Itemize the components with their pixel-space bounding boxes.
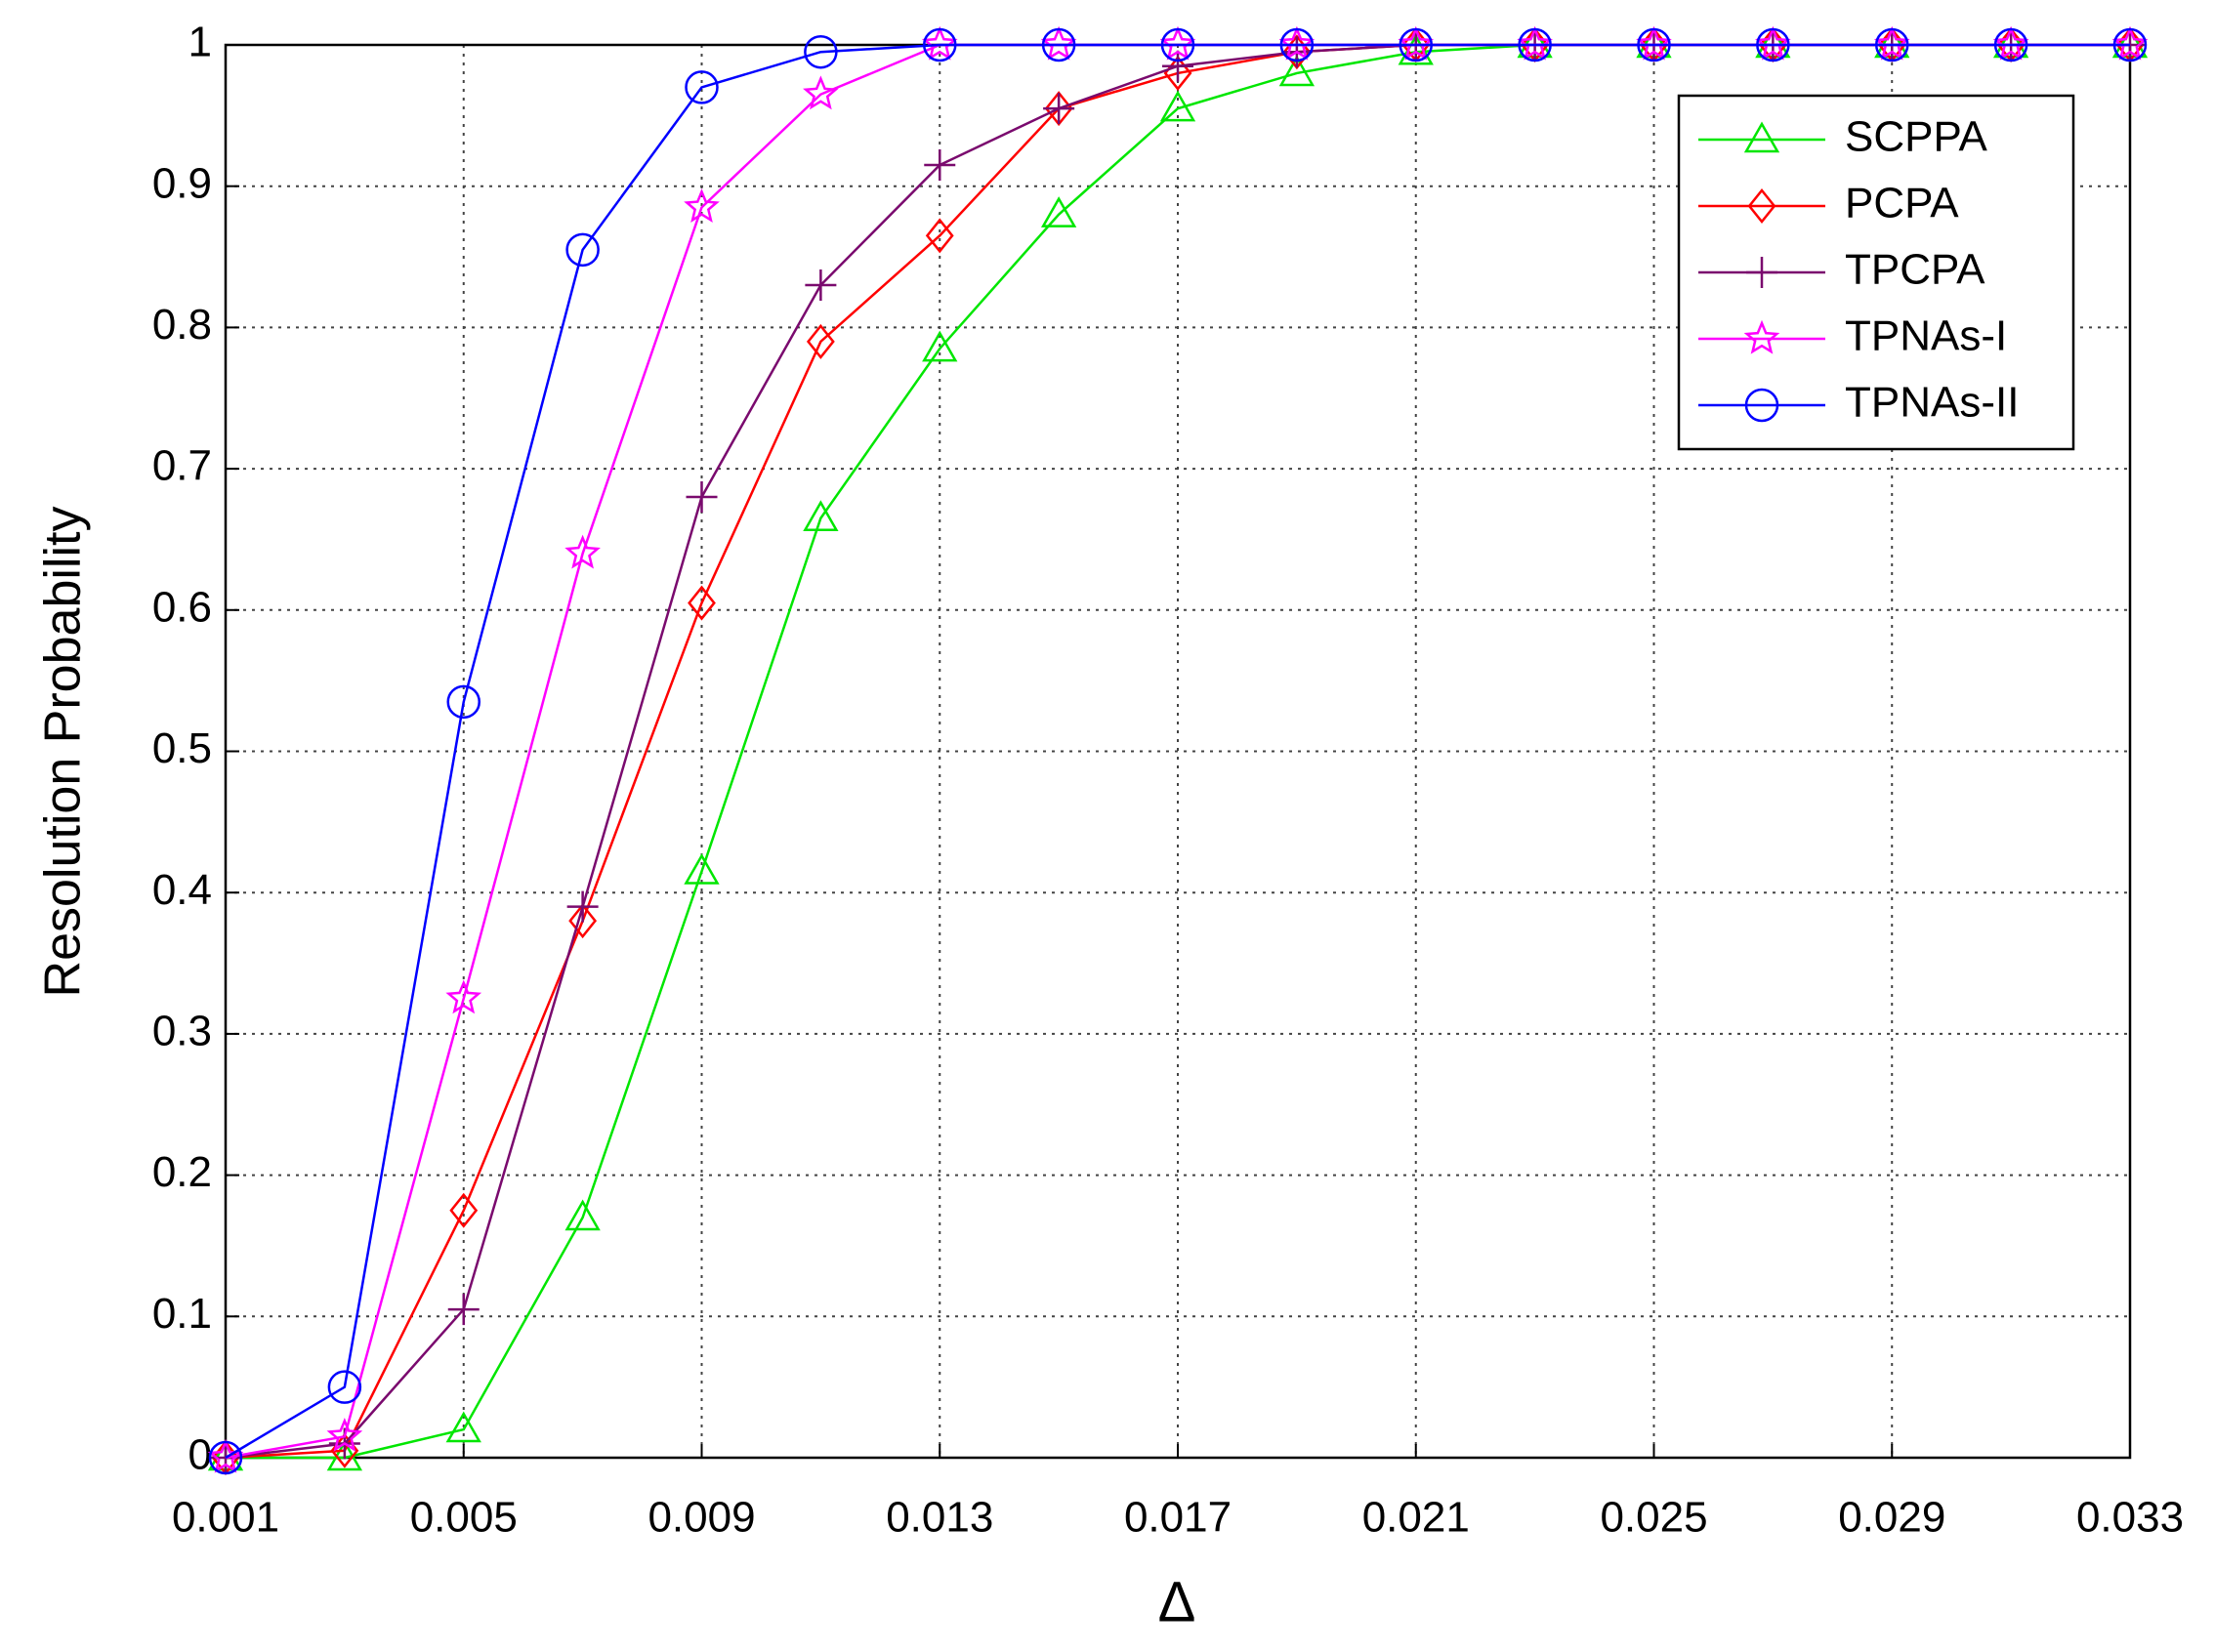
marker (2111, 25, 2149, 61)
marker (1873, 25, 1910, 61)
series-line (225, 43, 2130, 1460)
marker (1743, 319, 1780, 354)
y-tick-label: 0.8 (152, 301, 212, 349)
marker (1278, 25, 1316, 61)
marker (326, 1418, 363, 1452)
x-tick-label: 0.009 (647, 1494, 755, 1542)
marker (1160, 27, 1195, 62)
marker (1756, 27, 1790, 62)
marker (1278, 55, 1316, 87)
marker (1993, 27, 2028, 62)
marker (565, 232, 600, 268)
legend-label: TPNAs-II (1845, 379, 2019, 427)
y-tick-label: 0.3 (152, 1008, 212, 1055)
y-tick-label: 0 (188, 1431, 212, 1479)
x-tick-label: 0.013 (886, 1494, 993, 1542)
marker (1040, 25, 1077, 61)
y-tick-label: 0.1 (152, 1290, 212, 1338)
marker (925, 218, 954, 254)
marker (685, 70, 719, 104)
marker (1743, 121, 1780, 153)
marker (1399, 27, 1433, 62)
y-tick-label: 0.6 (152, 583, 212, 631)
marker (1162, 50, 1193, 82)
marker (208, 1440, 243, 1475)
marker (1637, 27, 1671, 62)
marker (566, 890, 599, 923)
y-tick-label: 0.7 (152, 442, 212, 490)
marker (923, 27, 957, 62)
legend-label: TPNAs-I (1845, 312, 2007, 360)
x-axis-label: Δ (1158, 1570, 1196, 1633)
marker (686, 481, 718, 514)
marker (805, 268, 837, 301)
marker (207, 1438, 244, 1473)
marker (564, 534, 601, 569)
x-tick-label: 0.021 (1362, 1494, 1470, 1542)
marker (1744, 388, 1779, 423)
marker (327, 1370, 362, 1404)
marker (684, 188, 720, 223)
legend-label: PCPA (1845, 180, 1959, 227)
y-tick-label: 0.5 (152, 724, 212, 772)
marker (924, 148, 956, 181)
marker (1755, 25, 1791, 61)
marker (688, 585, 716, 621)
marker (684, 852, 720, 885)
marker (803, 500, 839, 531)
x-tick-label: 0.025 (1600, 1494, 1707, 1542)
marker (1875, 27, 1909, 62)
marker (922, 330, 958, 362)
marker (1636, 25, 1672, 61)
y-tick-label: 0.2 (152, 1148, 212, 1196)
marker (803, 75, 839, 110)
marker (1992, 25, 2029, 61)
marker (1747, 187, 1776, 225)
x-tick-label: 0.005 (410, 1494, 518, 1542)
marker (445, 1411, 481, 1443)
marker (1043, 93, 1075, 125)
marker (445, 979, 482, 1014)
legend-box (1677, 94, 2075, 451)
x-tick-label: 0.029 (1838, 1494, 1945, 1542)
x-tick-label: 0.001 (172, 1494, 279, 1542)
marker (1041, 27, 1076, 62)
marker (564, 1199, 601, 1231)
marker (804, 34, 838, 69)
marker (1398, 25, 1435, 61)
marker (2112, 27, 2148, 62)
marker (1518, 27, 1552, 62)
marker (806, 323, 835, 359)
marker (1159, 25, 1196, 61)
legend-label: TPCPA (1845, 246, 1985, 294)
marker (1517, 25, 1553, 61)
marker (1159, 90, 1196, 122)
marker (1746, 257, 1777, 288)
marker (446, 684, 480, 720)
legend-label: SCPPA (1845, 113, 1988, 161)
marker (1279, 27, 1315, 62)
y-axis-label: Resolution Probability (35, 507, 92, 998)
marker (1040, 196, 1077, 227)
marker (921, 25, 958, 61)
y-tick-label: 0.4 (152, 866, 212, 914)
marker (447, 1294, 480, 1326)
x-tick-label: 0.033 (2076, 1494, 2184, 1542)
marker (568, 903, 598, 939)
marker (449, 1192, 479, 1228)
x-tick-label: 0.017 (1124, 1494, 1232, 1542)
y-tick-label: 1 (188, 19, 212, 66)
y-tick-label: 0.9 (152, 159, 212, 207)
